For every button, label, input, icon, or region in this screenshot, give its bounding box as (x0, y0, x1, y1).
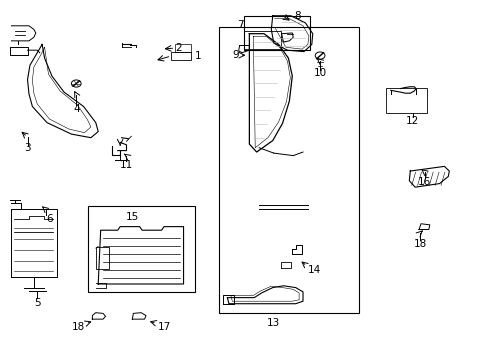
Text: 14: 14 (307, 265, 321, 275)
Text: 2: 2 (175, 43, 182, 53)
Text: 6: 6 (46, 214, 53, 224)
Bar (385, 88, 427, 113)
Text: 13: 13 (266, 319, 280, 328)
Bar (219, 27, 358, 314)
Text: 7: 7 (236, 20, 243, 30)
Text: 3: 3 (24, 143, 31, 153)
Text: 17: 17 (158, 322, 171, 332)
Bar (175, 44, 190, 51)
Text: 12: 12 (405, 116, 419, 126)
Bar (88, 206, 194, 292)
Text: 8: 8 (294, 11, 301, 21)
Text: 15: 15 (125, 212, 139, 222)
Bar (96, 247, 109, 269)
Text: 4: 4 (73, 104, 80, 114)
Text: 18: 18 (71, 322, 84, 332)
Bar (171, 52, 190, 60)
Bar (244, 31, 281, 49)
Text: 10: 10 (313, 68, 326, 78)
Text: 16: 16 (417, 177, 430, 187)
Text: 5: 5 (34, 298, 41, 308)
Text: 11: 11 (120, 160, 133, 170)
Text: 1: 1 (194, 50, 201, 60)
Text: 9: 9 (231, 50, 238, 60)
Bar (243, 16, 310, 50)
Text: 18: 18 (412, 239, 426, 249)
